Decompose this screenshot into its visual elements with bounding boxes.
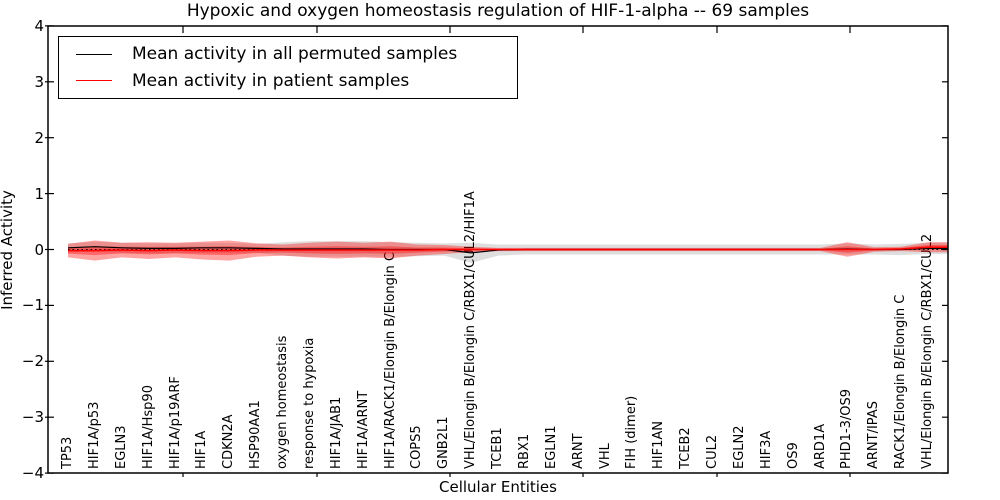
x-tick-label: COPS5 <box>409 425 425 469</box>
x-tick-label: HIF3A <box>758 430 774 469</box>
x-tick-label: OS9 <box>785 442 801 469</box>
patient-inner-band <box>68 245 948 256</box>
x-tick-label: HIF1A/RACK1/Elongin B/Elongin C <box>382 252 398 469</box>
patient-mean-line <box>68 246 948 252</box>
x-tick-label: EGLN2 <box>731 425 747 469</box>
x-tick-label: HIF1A <box>194 430 210 469</box>
x-tick-label: HSP90AA1 <box>248 400 264 469</box>
x-tick-label: RBX1 <box>516 433 532 469</box>
x-tick-label: PHD1-3/OS9 <box>839 389 855 469</box>
x-tick-label: EGLN1 <box>543 425 559 469</box>
y-tick-label: 4 <box>34 16 44 35</box>
y-tick-label: −1 <box>21 296 44 315</box>
x-tick-label: HIF1A/ARNT <box>355 390 371 469</box>
x-tick-label: CDKN2A <box>221 414 237 469</box>
y-tick-label: −2 <box>21 352 44 371</box>
x-tick-label: EGLN3 <box>113 425 129 469</box>
x-tick-label: ARNT/IPAS <box>866 401 882 469</box>
x-tick-label: CUL2 <box>705 434 720 469</box>
x-axis-label: Cellular Entities <box>439 478 557 496</box>
x-tick-label: VHL/Elongin B/Elongin C/RBX1/CUL2/HIF1A <box>463 191 479 469</box>
legend-label: Mean activity in all permuted samples <box>132 44 458 65</box>
y-tick-label: 2 <box>34 128 44 147</box>
legend-line-sample-red <box>76 80 112 82</box>
y-tick-label: −4 <box>21 464 44 483</box>
legend-item-patient: Mean activity in patient samples <box>59 71 517 91</box>
x-tick-label: VHL <box>597 443 613 469</box>
x-tick-label: HIF1A/p53 <box>86 401 102 469</box>
legend: Mean activity in all permuted samples Me… <box>58 36 518 99</box>
x-tick-label: response to hypoxia <box>301 337 317 469</box>
y-tick-label: 1 <box>34 184 44 203</box>
permuted-mean-line <box>67 246 948 254</box>
legend-line-sample-black <box>76 53 112 55</box>
x-tick-label: oxygen homeostasis <box>275 335 290 469</box>
x-tick-label: VHL/Elongin B/Elongin C/RBX1/CUL2 <box>920 233 935 469</box>
x-tick-label: TCEB2 <box>678 427 694 469</box>
x-tick-label: FIH (dimer) <box>624 395 640 469</box>
y-tick-label: 0 <box>34 240 44 259</box>
legend-item-permuted: Mean activity in all permuted samples <box>59 44 517 64</box>
x-tick-label: HIF1A/JAB1 <box>328 396 344 469</box>
x-tick-label: RACK1/Elongin B/Elongin C <box>893 294 909 469</box>
x-tick-label: HIF1AN <box>651 421 667 469</box>
x-tick-label: ARNT <box>570 433 586 469</box>
x-tick-label: HIF1A/p19ARF <box>167 376 183 469</box>
x-tick-label: HIF1A/Hsp90 <box>140 385 156 469</box>
y-tick-label: −3 <box>21 408 44 427</box>
x-tick-label: GNB2L1 <box>436 416 452 469</box>
y-tick-label: 3 <box>34 72 44 91</box>
permuted-std-band <box>68 241 948 263</box>
chart-title: Hypoxic and oxygen homeostasis regulatio… <box>186 1 810 21</box>
legend-label: Mean activity in patient samples <box>132 70 410 91</box>
x-tick-label: TP53 <box>60 436 75 469</box>
x-tick-label: TCEB1 <box>490 427 505 469</box>
patient-std-band <box>68 240 948 261</box>
x-tick-label: ARD1A <box>812 423 828 469</box>
y-axis-label: Inferred Activity <box>0 190 16 310</box>
